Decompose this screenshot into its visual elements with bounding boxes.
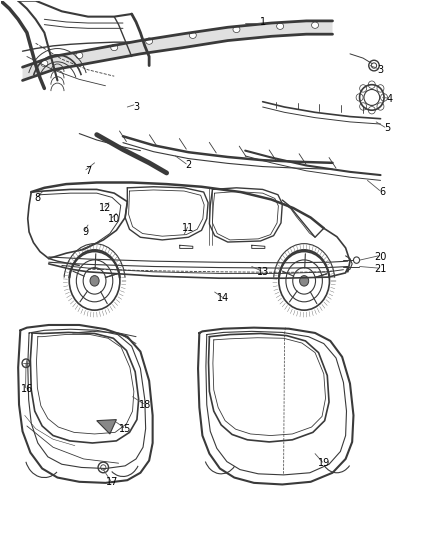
Ellipse shape: [233, 26, 240, 33]
Text: 10: 10: [108, 214, 120, 224]
Ellipse shape: [98, 462, 109, 473]
Text: 21: 21: [374, 264, 387, 274]
Text: 15: 15: [119, 424, 131, 434]
Text: 3: 3: [133, 102, 139, 112]
Text: 1: 1: [260, 17, 266, 27]
Text: 7: 7: [85, 166, 91, 176]
Text: 2: 2: [185, 160, 191, 171]
Ellipse shape: [41, 60, 48, 67]
Text: 20: 20: [374, 252, 387, 262]
Ellipse shape: [277, 23, 284, 29]
Text: 19: 19: [318, 458, 330, 468]
Polygon shape: [22, 21, 332, 80]
Text: 14: 14: [217, 293, 230, 303]
Ellipse shape: [90, 276, 99, 286]
Ellipse shape: [189, 32, 196, 38]
Text: 3: 3: [378, 65, 384, 75]
Text: 9: 9: [83, 227, 89, 237]
Text: 6: 6: [380, 187, 386, 197]
Ellipse shape: [101, 465, 106, 470]
Ellipse shape: [300, 276, 309, 286]
Polygon shape: [97, 419, 117, 434]
Text: 4: 4: [386, 94, 392, 104]
Ellipse shape: [76, 52, 83, 59]
Ellipse shape: [22, 359, 30, 368]
Text: 12: 12: [99, 203, 112, 213]
Text: 8: 8: [35, 193, 41, 204]
Text: 5: 5: [384, 123, 390, 133]
Text: 13: 13: [257, 267, 269, 277]
Text: 18: 18: [139, 400, 151, 410]
Ellipse shape: [146, 38, 152, 44]
Text: 16: 16: [21, 384, 33, 394]
Text: 17: 17: [106, 477, 118, 487]
Ellipse shape: [111, 44, 118, 51]
Ellipse shape: [311, 22, 318, 28]
Text: 11: 11: [182, 223, 194, 233]
